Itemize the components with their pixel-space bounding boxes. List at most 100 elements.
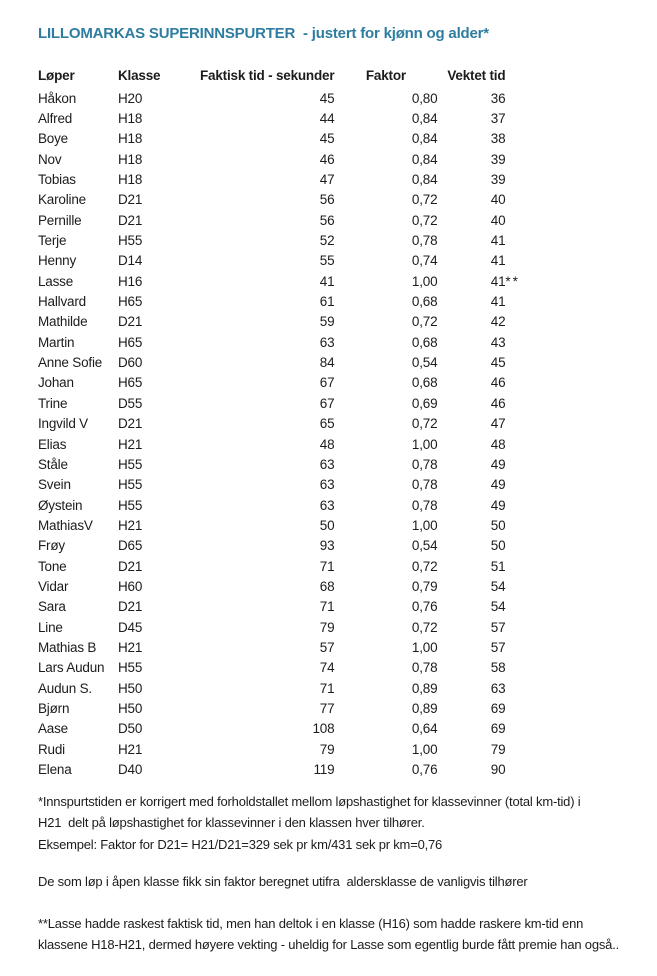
factor: 0,72 [411, 192, 438, 208]
actual-time: 45 [319, 90, 335, 106]
factor: 0,76 [411, 762, 438, 778]
footnote-lasse: **Lasse hadde raskest faktisk tid, men h… [38, 913, 619, 956]
page-title: LILLOMARKAS SUPERINNSPURTER - justert fo… [38, 25, 489, 42]
actual-time: 63 [319, 456, 335, 472]
weighted-time: 39 [490, 151, 506, 167]
weighted-time: 38 [490, 131, 506, 147]
weighted-time: 57 [490, 619, 506, 635]
actual-time: 79 [319, 741, 335, 757]
runner-class: D14 [118, 253, 143, 269]
factor: 0,78 [411, 233, 438, 249]
factor: 1,00 [411, 436, 438, 452]
row-note [505, 617, 561, 637]
table-row: Terje H55 52 0,78 41 [38, 230, 561, 250]
factor: 0,69 [411, 395, 438, 411]
factor: 0,79 [411, 578, 438, 594]
table-header-row: Løper Klasse Faktisk tid - sekunder Fakt… [38, 56, 561, 88]
weighted-time: 41 [490, 253, 506, 269]
table-row: Henny D14 55 0,74 41 [38, 251, 561, 271]
runner-name: Lars Audun [38, 660, 105, 676]
runner-class: D60 [118, 355, 143, 371]
table-row: Øystein H55 63 0,78 49 [38, 495, 561, 515]
row-note [505, 515, 561, 535]
row-note [505, 597, 561, 617]
factor: 0,78 [411, 497, 438, 513]
runner-name: Vidar [38, 578, 69, 594]
footnote-open-class: De som løp i åpen klasse fikk sin faktor… [38, 871, 528, 892]
row-note [505, 230, 561, 250]
actual-time: 59 [319, 314, 335, 330]
runner-name: Elena [38, 762, 72, 778]
header-weighted-time: Vektet tid [447, 68, 506, 83]
table-row: Elias H21 48 1,00 48 [38, 434, 561, 454]
weighted-time: 37 [490, 111, 506, 127]
actual-time: 56 [319, 212, 335, 228]
table-row: Karoline D21 56 0,72 40 [38, 190, 561, 210]
row-note [505, 739, 561, 759]
runner-name: Nov [38, 151, 62, 167]
table-row: Bjørn H50 77 0,89 69 [38, 698, 561, 718]
row-note [505, 536, 561, 556]
runner-class: D40 [118, 762, 143, 778]
actual-time: 67 [319, 375, 335, 391]
actual-time: 47 [319, 172, 335, 188]
table-row: Svein H55 63 0,78 49 [38, 475, 561, 495]
runner-name: Tone [38, 558, 67, 574]
runner-name: Bjørn [38, 700, 70, 716]
row-note: ** [505, 273, 520, 289]
table-row: Trine D55 67 0,69 46 [38, 393, 561, 413]
runner-class: H55 [118, 660, 143, 676]
factor: 0,84 [411, 172, 438, 188]
weighted-time: 45 [490, 355, 506, 371]
factor: 0,54 [411, 355, 438, 371]
actual-time: 63 [319, 477, 335, 493]
runner-name: Ingvild V [38, 416, 88, 432]
factor: 0,76 [411, 599, 438, 615]
weighted-time: 39 [490, 172, 506, 188]
row-note [505, 210, 561, 230]
row-note [505, 637, 561, 657]
footnote-line: *Innspurtstiden er korrigert med forhold… [38, 794, 581, 809]
runner-class: D45 [118, 619, 143, 635]
footnote-line: Eksempel: Faktor for D21= H21/D21=329 se… [38, 836, 443, 852]
actual-time: 41 [319, 273, 335, 289]
actual-time: 44 [319, 111, 335, 127]
actual-time: 79 [319, 619, 335, 635]
factor: 0,78 [411, 660, 438, 676]
runner-name: Henny [38, 253, 77, 269]
weighted-time: 41 [490, 273, 506, 289]
weighted-time: 50 [490, 517, 506, 533]
row-note [505, 698, 561, 718]
weighted-time: 36 [490, 90, 506, 106]
footnote-line: klassene H18-H21, dermed høyere vekting … [38, 937, 620, 953]
table-row: Line D45 79 0,72 57 [38, 617, 561, 637]
row-note [505, 759, 561, 779]
row-note [505, 454, 561, 474]
row-note [505, 393, 561, 413]
runner-class: H50 [118, 700, 143, 716]
row-note [505, 129, 561, 149]
weighted-time: 54 [490, 599, 506, 615]
factor: 0,72 [411, 314, 438, 330]
factor: 1,00 [411, 741, 438, 757]
runner-name: Frøy [38, 538, 65, 554]
runner-class: H65 [118, 294, 143, 310]
runner-name: Anne Sofie [38, 355, 103, 371]
runner-name: Martin [38, 334, 75, 350]
actual-time: 119 [313, 762, 335, 778]
runner-class: D21 [118, 558, 143, 574]
row-note [505, 251, 561, 271]
runner-class: H21 [118, 436, 143, 452]
runner-class: H18 [118, 131, 143, 147]
footnote-line: De som løp i åpen klasse fikk sin faktor… [38, 874, 528, 889]
runner-class: D21 [118, 212, 143, 228]
header-runner: Løper [38, 68, 75, 83]
weighted-time: 90 [490, 762, 506, 778]
actual-time: 63 [319, 334, 335, 350]
runner-class: D21 [118, 192, 143, 208]
runner-name: Mathias B [38, 639, 97, 655]
runner-class: H55 [118, 233, 143, 249]
table-row: Nov H18 46 0,84 39 [38, 149, 561, 169]
runner-class: D50 [118, 721, 143, 737]
factor: 0,64 [411, 721, 438, 737]
